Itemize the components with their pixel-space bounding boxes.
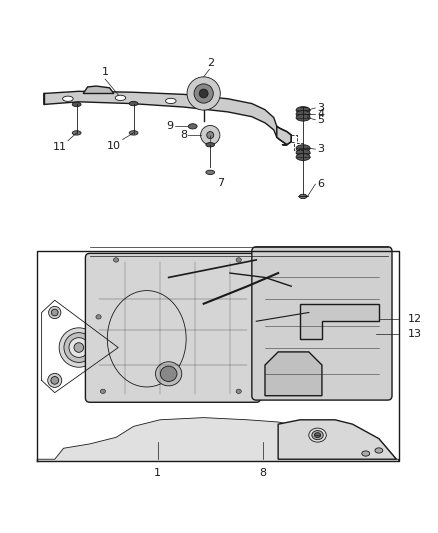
Ellipse shape bbox=[160, 366, 177, 382]
Text: 1: 1 bbox=[154, 468, 161, 478]
Ellipse shape bbox=[207, 132, 214, 139]
Ellipse shape bbox=[69, 338, 88, 358]
Ellipse shape bbox=[51, 376, 59, 384]
Text: 13: 13 bbox=[407, 329, 421, 340]
Ellipse shape bbox=[201, 125, 220, 145]
FancyBboxPatch shape bbox=[85, 253, 261, 402]
Ellipse shape bbox=[64, 333, 94, 362]
Ellipse shape bbox=[166, 98, 176, 103]
FancyBboxPatch shape bbox=[252, 247, 392, 400]
Ellipse shape bbox=[187, 77, 220, 110]
Text: 9: 9 bbox=[166, 122, 173, 131]
Ellipse shape bbox=[113, 258, 119, 262]
Text: 8: 8 bbox=[180, 130, 187, 140]
Polygon shape bbox=[37, 418, 399, 462]
Ellipse shape bbox=[312, 431, 323, 440]
Ellipse shape bbox=[309, 428, 326, 442]
Ellipse shape bbox=[236, 258, 241, 262]
Text: 3: 3 bbox=[317, 144, 324, 154]
Ellipse shape bbox=[236, 389, 241, 393]
Ellipse shape bbox=[63, 96, 73, 101]
Ellipse shape bbox=[375, 448, 383, 453]
Ellipse shape bbox=[296, 110, 310, 118]
Polygon shape bbox=[44, 91, 277, 138]
Ellipse shape bbox=[362, 451, 370, 456]
Text: 4: 4 bbox=[317, 109, 324, 119]
Polygon shape bbox=[277, 126, 291, 145]
Polygon shape bbox=[278, 420, 396, 459]
Text: 5: 5 bbox=[317, 115, 324, 125]
Ellipse shape bbox=[59, 328, 99, 367]
Text: 6: 6 bbox=[317, 179, 324, 189]
Ellipse shape bbox=[299, 194, 307, 199]
Ellipse shape bbox=[48, 374, 62, 387]
Text: 11: 11 bbox=[53, 142, 67, 152]
Ellipse shape bbox=[96, 314, 101, 319]
Ellipse shape bbox=[51, 309, 58, 316]
Polygon shape bbox=[83, 86, 114, 93]
Ellipse shape bbox=[188, 124, 197, 129]
Text: 8: 8 bbox=[259, 468, 266, 478]
Ellipse shape bbox=[72, 131, 81, 135]
Polygon shape bbox=[265, 352, 322, 395]
Ellipse shape bbox=[206, 170, 215, 174]
Text: 3: 3 bbox=[317, 103, 324, 113]
Text: 1: 1 bbox=[102, 67, 109, 77]
Ellipse shape bbox=[115, 95, 126, 101]
Ellipse shape bbox=[314, 433, 321, 438]
Ellipse shape bbox=[296, 145, 310, 152]
Ellipse shape bbox=[296, 149, 310, 156]
Text: 7: 7 bbox=[217, 177, 224, 188]
Ellipse shape bbox=[296, 107, 310, 114]
Ellipse shape bbox=[206, 142, 215, 147]
Ellipse shape bbox=[74, 343, 84, 352]
Ellipse shape bbox=[199, 89, 208, 98]
Ellipse shape bbox=[49, 306, 61, 319]
Text: 10: 10 bbox=[107, 141, 121, 151]
Ellipse shape bbox=[155, 362, 182, 386]
Ellipse shape bbox=[129, 101, 138, 106]
Polygon shape bbox=[300, 304, 379, 339]
FancyBboxPatch shape bbox=[37, 251, 399, 462]
Ellipse shape bbox=[72, 102, 81, 107]
Text: 12: 12 bbox=[407, 314, 421, 324]
Ellipse shape bbox=[296, 154, 310, 160]
Ellipse shape bbox=[296, 114, 310, 121]
Ellipse shape bbox=[129, 131, 138, 135]
Ellipse shape bbox=[100, 389, 106, 393]
Text: 2: 2 bbox=[207, 58, 214, 68]
Ellipse shape bbox=[194, 84, 213, 103]
